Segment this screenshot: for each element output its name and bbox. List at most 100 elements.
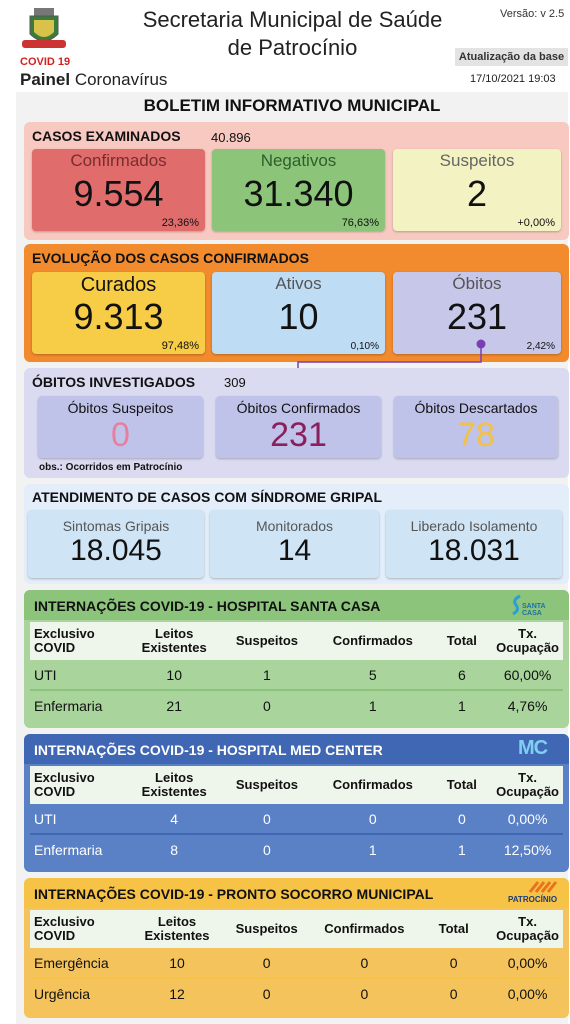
col-covid-label: COVID [34,784,76,799]
panel-subtitle: Painel Coronavírus [20,70,167,90]
col-tx-label: Tx. [518,770,537,785]
bulletin-title: BOLETIM INFORMATIVO MUNICIPAL [143,96,441,115]
pronto-socorro-table-header-bg [30,910,563,948]
obitos-value: 231 [446,296,508,337]
row-leitos: 21 [166,697,182,714]
monitorados-label: Monitorados [255,518,334,534]
col-suspeitos: Suspeitos [235,633,298,648]
curados-card[interactable]: Curados 9.313 97,48% [32,272,205,354]
page-title-line2: de Patrocínio [227,35,358,60]
obitos-suspeitos-card[interactable]: Óbitos Suspeitos 0 [38,396,203,458]
obitos-descartados-card[interactable]: Óbitos Descartados 78 [394,396,558,458]
page-title-line1: Secretaria Municipal de Saúde [142,7,443,32]
med-center-table: Exclusivo COVID Leitos Existentes Suspeito… [30,766,563,864]
evolucao-section: EVOLUÇÃO DOS CASOS CONFIRMADOS Curados 9… [24,244,569,362]
santa-casa-table-header-bg [30,622,563,660]
table-header-row: Exclusivo COVID Leitos Existentes Suspeito… [30,766,563,804]
row-tx: 12,50% [503,841,552,858]
col-covid-label: COVID [34,640,76,655]
med-center-logo: MC [518,737,548,759]
row-leitos: 12 [169,985,185,1002]
row-confirmados: 1 [368,841,377,858]
sintomas-gripais-card[interactable]: Sintomas Gripais 18.045 [28,510,204,578]
table-row: Enfermaria 21 0 1 1 4,76% [30,690,563,720]
col-ocupacao-label: Ocupação [496,640,559,655]
ativos-value: 10 [278,296,319,337]
page-title: Secretaria Municipal de Saúde de Patrocí… [120,6,465,62]
pronto-socorro-table: Exclusivo COVID Leitos Existentes Suspeito… [30,910,563,1008]
col-tx-ocupacao: Tx. Ocupação [492,910,563,948]
obitos-label: Óbitos [452,274,502,293]
negativos-label: Negativos [260,151,337,170]
santa-casa-logo-text: SANTA CASA [522,603,546,617]
row-confirmados: 1 [368,697,377,714]
obitos-card[interactable]: Óbitos 231 2,42% [393,272,561,354]
sintomas-gripais-value: 18.045 [70,534,162,567]
liberado-isolamento-label: Liberado Isolamento [410,518,538,534]
negativos-value: 31.340 [243,173,354,214]
update-base-button[interactable]: Atualização da base [455,48,568,66]
ativos-card[interactable]: Ativos 10 0,10% [212,272,385,354]
col-suspeitos: Suspeitos [235,921,298,936]
table-row: Enfermaria 8 0 1 1 12,50% [30,834,563,864]
row-suspeitos: 0 [263,697,271,714]
suspeitos-card[interactable]: Suspeitos 2 +0,00% [393,149,561,231]
col-confirmados: Confirmados [332,633,413,648]
row-confirmados: 0 [360,985,369,1002]
table-row: UTI 10 1 5 6 60,00% [30,660,563,690]
col-covid-label: COVID [34,928,76,943]
col-total: Total [446,777,477,792]
row-name: Urgência [34,985,91,1002]
col-total: Total [438,921,469,936]
patrocinio-coat-of-arms-logo [20,6,68,54]
med-center-header [24,734,569,764]
obitos-investigados-title: ÓBITOS INVESTIGADOS [32,374,196,390]
col-exclusivo-covid: Exclusivo COVID [30,910,134,948]
row-suspeitos: 0 [263,810,271,827]
row-name: Enfermaria [34,841,103,858]
med-center-title: INTERNAÇÕES COVID-19 - HOSPITAL MED CENT… [34,742,383,758]
casos-examinados-total: 40.896 [211,130,251,145]
monitorados-card[interactable]: Monitorados 14 [210,510,379,578]
col-ocupacao-label: Ocupação [496,784,559,799]
table-row: Urgência 12 0 0 0 0,00% [30,978,563,1008]
col-confirmados: Confirmados [332,777,413,792]
row-total: 1 [457,841,466,858]
table-header-row: Exclusivo COVID Leitos Existentes Suspeito… [30,622,563,660]
obitos-confirmados-label: Óbitos Confirmados [236,400,361,416]
col-existentes-label: Existentes [141,784,207,799]
row-confirmados: 0 [360,954,369,971]
col-ocupacao-label: Ocupação [496,928,559,943]
col-leitos: Leitos Existentes [134,910,220,948]
curados-percent: 97,48% [161,340,199,352]
version-label: Versão: v 2.5 [500,8,565,20]
obitos-confirmados-card[interactable]: Óbitos Confirmados 231 [216,396,381,458]
santa-casa-logo: SANTA CASA [510,593,562,617]
row-total: 1 [457,697,466,714]
monitorados-value: 14 [277,534,312,567]
negativos-card[interactable]: Negativos 31.340 76,63% [212,149,385,231]
row-name: Enfermaria [34,697,103,714]
confirmados-card[interactable]: Confirmados 9.554 23,36% [32,149,205,231]
row-tx: 4,76% [507,697,548,714]
table-row: UTI 4 0 0 0 0,00% [30,804,563,834]
table-header-row: Exclusivo COVID Leitos Existentes Suspeito… [30,910,563,948]
col-exclusivo-label: Exclusivo [34,770,95,785]
liberado-isolamento-card[interactable]: Liberado Isolamento 18.031 [386,510,562,578]
sintomas-gripais-label: Sintomas Gripais [62,518,170,534]
sindrome-gripal-title: ATENDIMENTO DE CASOS COM SÍNDROME GRIPAL [32,489,383,505]
suspeitos-label: Suspeitos [439,151,515,170]
obitos-descartados-label: Óbitos Descartados [414,400,538,416]
panel-label: Painel [20,70,71,89]
row-leitos: 8 [170,841,179,858]
santa-casa-header [24,590,569,620]
col-exclusivo-covid: Exclusivo COVID [30,622,129,660]
row-suspeitos: 0 [262,985,271,1002]
row-confirmados: 5 [368,666,377,683]
row-total: 0 [457,810,466,827]
col-confirmados: Confirmados [324,921,405,936]
curados-value: 9.313 [73,296,164,337]
confirmados-label: Confirmados [70,151,167,170]
table-row: Emergência 10 0 0 0 0,00% [30,948,563,978]
row-leitos: 10 [166,666,182,683]
